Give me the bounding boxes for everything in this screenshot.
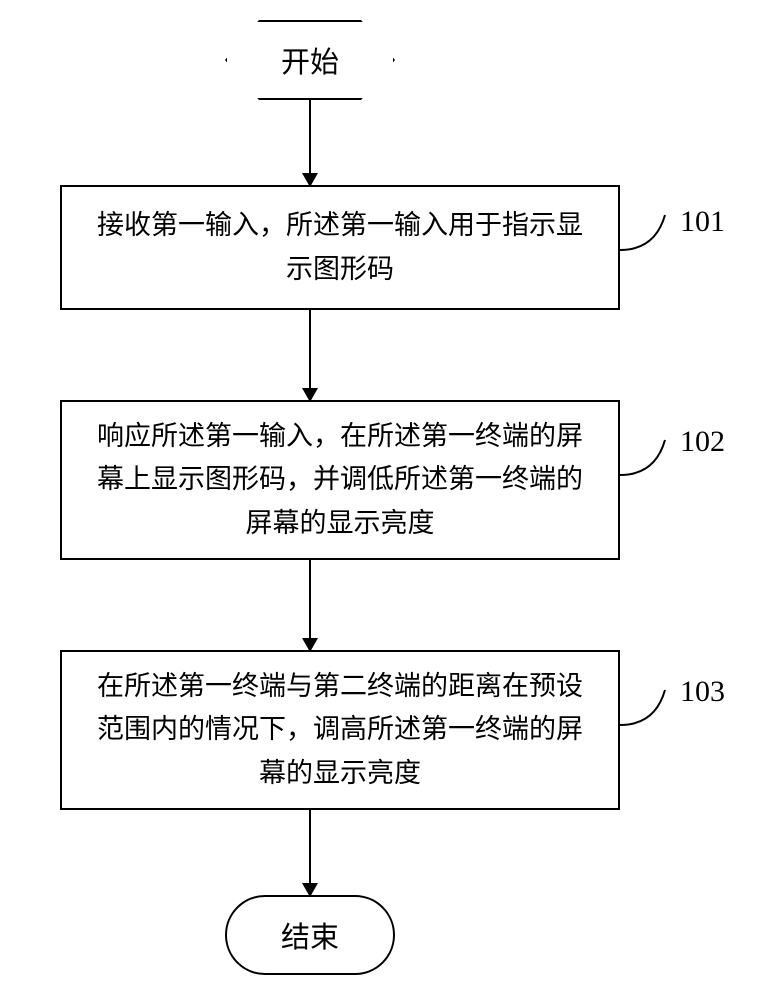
arrow-102-to-103 <box>309 560 311 650</box>
arrow-101-to-102 <box>309 310 311 400</box>
step-102-node: 响应所述第一输入，在所述第一终端的屏幕上显示图形码，并调低所述第一终端的屏幕的显… <box>60 400 620 560</box>
ref-101: 101 <box>680 205 725 239</box>
step-101-node: 接收第一输入，所述第一输入用于指示显示图形码 <box>60 185 620 310</box>
arrow-start-to-101 <box>309 100 311 185</box>
end-node: 结束 <box>225 895 395 975</box>
start-label: 开始 <box>281 39 339 81</box>
end-label: 结束 <box>281 914 339 956</box>
arrow-103-to-end <box>309 810 311 895</box>
step-103-node: 在所述第一终端与第二终端的距离在预设范围内的情况下，调高所述第一终端的屏幕的显示… <box>60 650 620 810</box>
step-101-label: 接收第一输入，所述第一输入用于指示显示图形码 <box>62 194 618 300</box>
step-102-label: 响应所述第一输入，在所述第一终端的屏幕上显示图形码，并调低所述第一终端的屏幕的显… <box>62 405 618 555</box>
start-node: 开始 <box>225 20 395 100</box>
flowchart-canvas: 开始 接收第一输入，所述第一输入用于指示显示图形码 101 响应所述第一输入，在… <box>0 0 769 1000</box>
step-103-label: 在所述第一终端与第二终端的距离在预设范围内的情况下，调高所述第一终端的屏幕的显示… <box>62 655 618 805</box>
ref-102: 102 <box>680 425 725 459</box>
ref-103: 103 <box>680 675 725 709</box>
